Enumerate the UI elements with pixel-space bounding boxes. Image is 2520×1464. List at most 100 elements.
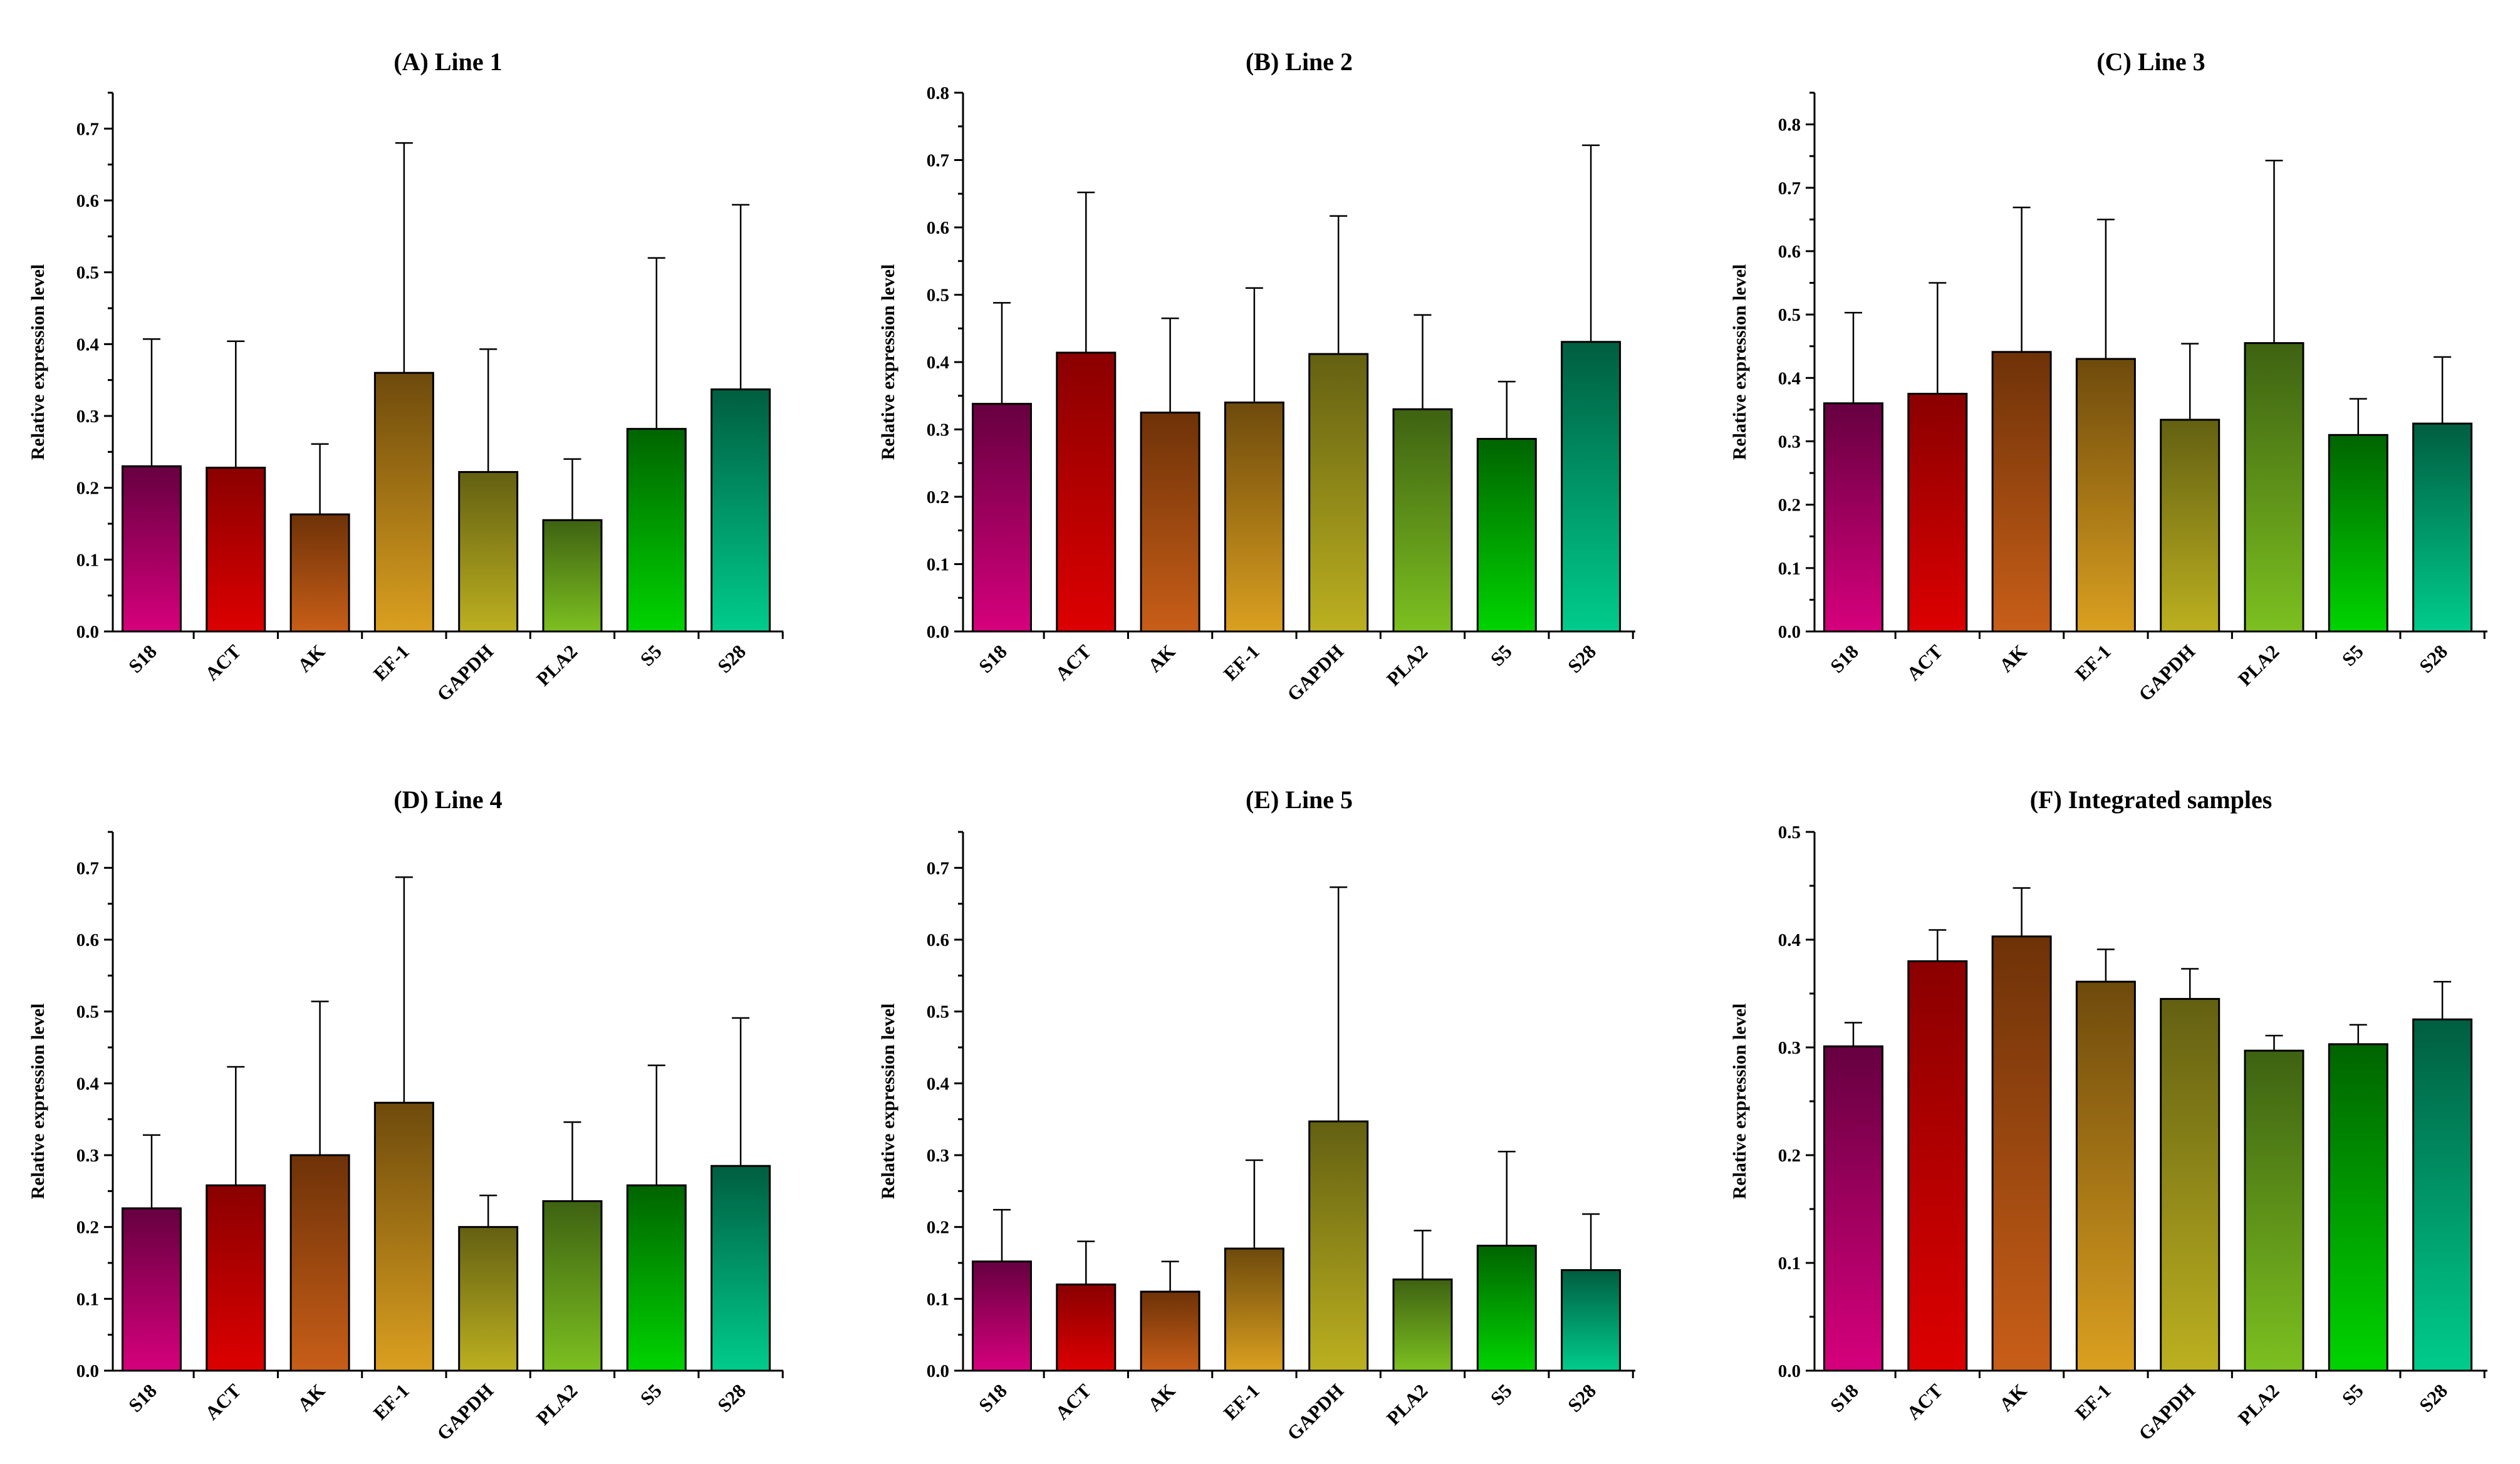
y-tick-label: 0.2 <box>76 479 99 499</box>
x-tick-label: EF-1 <box>369 640 414 685</box>
x-tick-label: PLA2 <box>532 1379 582 1430</box>
y-tick-label: 0.3 <box>76 1146 99 1166</box>
bar-ak <box>289 513 350 633</box>
x-tick-label: GAPDH <box>432 640 497 705</box>
y-tick-label: 0.2 <box>1778 496 1801 516</box>
bar-pla2 <box>1392 1278 1453 1372</box>
panel-2: (B) Line 2 Relative expression level 0.0 0.… <box>878 48 1635 705</box>
y-tick-label: 0.4 <box>1778 368 1801 388</box>
bar-s28 <box>2412 422 2473 633</box>
x-tick-label: AK <box>1995 1379 2031 1416</box>
bar-s28 <box>1561 341 1622 633</box>
bar-act <box>206 1184 266 1372</box>
y-tick-label: 0.7 <box>1778 179 1801 199</box>
bar-gapdh <box>1308 1120 1369 1372</box>
x-tick-label: S5 <box>1486 640 1516 670</box>
y-tick-label: 0.7 <box>76 858 99 878</box>
bar-ef-1 <box>373 371 434 633</box>
y-tick-label: 0.1 <box>1778 1254 1801 1274</box>
y-tick-label: 0.5 <box>1778 305 1801 325</box>
x-tick-label: AK <box>1143 1379 1180 1416</box>
x-tick-label: ACT <box>1051 1379 1095 1424</box>
y-tick-label: 0.8 <box>927 83 949 103</box>
y-tick-label: 0.2 <box>1778 1146 1801 1166</box>
y-tick-label: 0.5 <box>927 1002 949 1022</box>
x-tick-label: S28 <box>713 640 750 677</box>
y-tick-label: 0.5 <box>1778 823 1801 843</box>
x-tick-label: EF-1 <box>2071 1379 2115 1424</box>
bar-pla2 <box>2244 342 2304 633</box>
y-tick-label: 0.3 <box>927 1146 949 1166</box>
y-tick-label: 0.6 <box>76 191 99 211</box>
x-tick-label: GAPDH <box>2134 1379 2199 1445</box>
bar-pla2 <box>2244 1049 2304 1372</box>
bar-s5 <box>1476 1244 1537 1372</box>
y-tick-label: 0.4 <box>927 1074 949 1094</box>
x-tick-label: S5 <box>2338 1379 2368 1409</box>
x-tick-label: S28 <box>2415 640 2452 677</box>
x-tick-label: S18 <box>124 640 161 677</box>
y-tick-label: 0.0 <box>1778 622 1801 642</box>
x-tick-label: S5 <box>636 640 666 670</box>
y-axis-label: Relative expression level <box>28 1004 48 1200</box>
y-tick-label: 0.4 <box>76 1074 99 1094</box>
bar-ak <box>1140 412 1200 633</box>
bar-gapdh <box>1308 353 1369 633</box>
y-tick-label: 0.0 <box>1778 1361 1801 1381</box>
y-tick-label: 0.5 <box>76 1002 99 1022</box>
x-tick-label: S28 <box>1563 1379 1600 1416</box>
y-tick-label: 0.2 <box>927 487 949 507</box>
panel-title: (E) Line 5 <box>1246 786 1353 814</box>
panel-title: (C) Line 3 <box>2096 48 2205 76</box>
bar-pla2 <box>542 519 603 633</box>
x-tick-label: ACT <box>200 1379 245 1424</box>
x-tick-label: PLA2 <box>2234 640 2284 690</box>
y-tick-label: 0.4 <box>76 335 99 355</box>
bar-act <box>1056 1283 1117 1372</box>
x-tick-label: PLA2 <box>2234 1379 2284 1430</box>
x-tick-label: PLA2 <box>532 640 582 690</box>
y-tick-label: 0.4 <box>1778 930 1801 950</box>
bar-s28 <box>1561 1269 1622 1372</box>
y-tick-label: 0.0 <box>927 1361 949 1381</box>
bar-s5 <box>2328 433 2388 633</box>
bar-ef-1 <box>373 1101 434 1372</box>
bar-s18 <box>122 465 182 633</box>
panel-title: (F) Integrated samples <box>2030 786 2273 814</box>
x-tick-label: S5 <box>636 1379 666 1409</box>
bar-act <box>1907 393 1968 633</box>
bar-gapdh <box>2160 998 2221 1372</box>
y-tick-label: 0.0 <box>76 622 99 642</box>
y-tick-label: 0.6 <box>76 930 99 950</box>
bar-s18 <box>972 403 1032 633</box>
y-axis-label: Relative expression level <box>878 1004 898 1200</box>
x-tick-label: S28 <box>713 1379 750 1416</box>
x-tick-label: ACT <box>200 640 245 685</box>
x-tick-label: S5 <box>2338 640 2368 670</box>
y-tick-label: 0.0 <box>927 622 949 642</box>
x-tick-label: ACT <box>1051 640 1095 685</box>
bar-ef-1 <box>2075 980 2136 1372</box>
x-tick-label: S18 <box>124 1379 161 1416</box>
y-tick-label: 0.0 <box>76 1361 99 1381</box>
bar-s18 <box>1823 1045 1883 1372</box>
x-tick-label: PLA2 <box>1382 640 1432 690</box>
y-tick-label: 0.7 <box>76 119 99 139</box>
y-tick-label: 0.1 <box>1778 559 1801 579</box>
x-tick-label: GAPDH <box>432 1379 497 1445</box>
y-axis-label: Relative expression level <box>28 264 48 460</box>
bar-act <box>206 467 266 633</box>
x-tick-label: EF-1 <box>1219 640 1264 685</box>
x-tick-label: AK <box>1143 640 1180 677</box>
y-tick-label: 0.4 <box>927 353 949 373</box>
y-axis-label: Relative expression level <box>1729 264 1750 460</box>
y-tick-label: 0.7 <box>927 858 949 878</box>
x-tick-label: EF-1 <box>369 1379 414 1424</box>
bar-s5 <box>1476 438 1537 633</box>
y-tick-label: 0.7 <box>927 151 949 171</box>
panel-1: (A) Line 1 Relative expression level 0.0 0.… <box>28 48 784 705</box>
bar-ak <box>289 1154 350 1372</box>
panel-title: (D) Line 4 <box>393 786 502 814</box>
panel-6: (F) Integrated samples Relative expressio… <box>1729 786 2487 1445</box>
